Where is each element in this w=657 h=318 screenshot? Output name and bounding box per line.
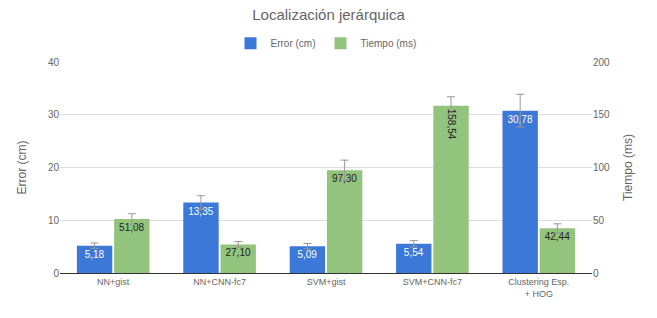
svg-text:SVM+gist: SVM+gist — [307, 277, 346, 287]
svg-text:Error (cm): Error (cm) — [15, 141, 29, 195]
svg-text:30: 30 — [48, 109, 60, 120]
svg-text:42,44: 42,44 — [545, 231, 570, 242]
svg-text:97,30: 97,30 — [332, 173, 357, 184]
svg-text:51,08: 51,08 — [119, 222, 144, 233]
svg-text:50: 50 — [593, 215, 605, 226]
svg-text:5,09: 5,09 — [297, 249, 317, 260]
svg-text:100: 100 — [593, 162, 610, 173]
svg-text:SVM+CNN-fc7: SVM+CNN-fc7 — [403, 277, 462, 287]
svg-text:Tiempo (ms): Tiempo (ms) — [621, 134, 635, 201]
svg-text:150: 150 — [593, 109, 610, 120]
svg-text:Localización jerárquica: Localización jerárquica — [252, 6, 405, 23]
svg-text:5,18: 5,18 — [85, 249, 105, 260]
svg-text:Error (cm): Error (cm) — [271, 38, 316, 49]
svg-text:0: 0 — [53, 268, 59, 279]
svg-text:NN+gist: NN+gist — [97, 277, 130, 287]
svg-text:10: 10 — [48, 215, 60, 226]
svg-text:40: 40 — [48, 57, 60, 68]
svg-text:13,35: 13,35 — [188, 206, 213, 217]
svg-text:5,54: 5,54 — [404, 247, 424, 258]
svg-text:0: 0 — [593, 268, 599, 279]
svg-text:200: 200 — [593, 57, 610, 68]
svg-text:Clustering Esp.+ HOG: Clustering Esp.+ HOG — [508, 277, 569, 299]
svg-text:27,10: 27,10 — [225, 247, 250, 258]
svg-text:Tiempo (ms): Tiempo (ms) — [361, 38, 417, 49]
svg-text:158,54: 158,54 — [446, 109, 457, 140]
svg-text:NN+CNN-fc7: NN+CNN-fc7 — [193, 277, 246, 287]
svg-text:30,78: 30,78 — [507, 114, 532, 125]
svg-text:20: 20 — [48, 162, 60, 173]
